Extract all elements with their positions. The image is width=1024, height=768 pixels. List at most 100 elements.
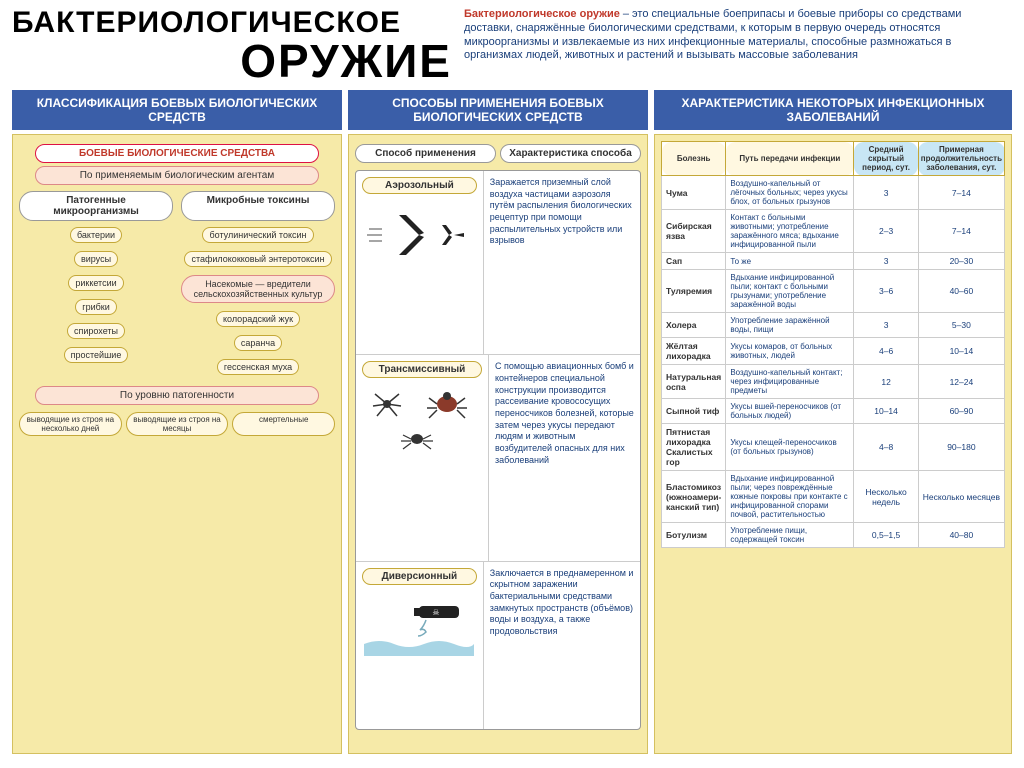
tree-heads: Патогенные микроорганизмы Микробные токс…	[19, 188, 335, 224]
meth-head-l: Способ применения	[355, 144, 496, 163]
method-row: Аэрозольный Заражается приземный слой во…	[356, 171, 640, 355]
table-cell: Пятнистая лихорадка Скалистых гор	[662, 424, 726, 471]
tree-left-col: бактерии вирусы риккетсии грибки спирохе…	[19, 224, 173, 378]
method-name: Трансмиссивный	[362, 361, 482, 378]
table-row: Пятнистая лихорадка Скалистых горУкусы к…	[662, 424, 1005, 471]
method-left: Трансмиссивный	[356, 355, 489, 560]
table-cell: Укусы комаров, от больных животных, люде…	[726, 338, 854, 365]
table-row: Сыпной тифУкусы вшей-переносчиков (от бо…	[662, 399, 1005, 424]
table-cell: 2–3	[854, 210, 918, 253]
table-cell: Туляремия	[662, 270, 726, 313]
insects-icon	[362, 384, 482, 454]
th: Болезнь	[662, 142, 726, 176]
methods-header: Способ применения Характеристика способа	[355, 141, 641, 166]
table-row: Натуральная оспаВоздушно-капельный конта…	[662, 365, 1005, 399]
table-row: ЧумаВоздушно-капельный от лёгочных больн…	[662, 176, 1005, 210]
leaf: выводящие из строя на несколько дней	[19, 412, 122, 436]
leaf: выводящие из строя на месяцы	[126, 412, 229, 436]
definition: Бактериологическое оружие – это специаль…	[464, 8, 1012, 84]
table-cell: Воздушно-капельный контакт; через инфици…	[726, 365, 854, 399]
table-cell: 3	[854, 176, 918, 210]
definition-lead: Бактериологическое оружие	[464, 8, 620, 20]
leaf: колорадский жук	[216, 311, 300, 327]
header: БАКТЕРИОЛОГИЧЕСКОЕ ОРУЖИЕ Бактериологиче…	[12, 8, 1012, 84]
table-header-row: Болезнь Путь передачи инфекции Средний с…	[662, 142, 1005, 176]
tree-root: БОЕВЫЕ БИОЛОГИЧЕСКИЕ СРЕДСТВА	[35, 144, 319, 163]
leaf: риккетсии	[68, 275, 123, 291]
title-line1: БАКТЕРИОЛОГИЧЕСКОЕ	[12, 8, 452, 38]
leaf: смертельные	[232, 412, 335, 436]
table-row: Бластомикоз (южноамери-канский тип)Вдыха…	[662, 471, 1005, 523]
table-cell: 7–14	[918, 210, 1004, 253]
meth-head-r: Характеристика способа	[500, 144, 641, 163]
title-line2: ОРУЖИЕ	[12, 38, 452, 84]
table-cell: Несколько месяцев	[918, 471, 1004, 523]
method-desc: Заключается в преднамеренном и скрытном …	[484, 562, 640, 729]
table-cell: То же	[726, 253, 854, 270]
table-cell: 4–8	[854, 424, 918, 471]
table-row: ХолераУпотребление заражённой воды, пищи…	[662, 313, 1005, 338]
table-cell: Холера	[662, 313, 726, 338]
tree-right-col: ботулинический токсин стафилококковый эн…	[181, 224, 335, 378]
th: Путь передачи инфекции	[726, 142, 854, 176]
leaf: ботулинический токсин	[202, 227, 313, 243]
sec-h-methods: СПОСОБЫ ПРИМЕНЕНИЯ БОЕВЫХ БИОЛОГИЧЕСКИХ …	[348, 90, 648, 130]
table-cell: 20–30	[918, 253, 1004, 270]
leaf: стафилококковый энтеротоксин	[184, 251, 331, 267]
table-cell: Жёлтая лихорадка	[662, 338, 726, 365]
leaf: бактерии	[70, 227, 122, 243]
method-row: Трансмиссивный С помощью авиационных бом…	[356, 355, 640, 561]
table-cell: Чума	[662, 176, 726, 210]
body: БОЕВЫЕ БИОЛОГИЧЕСКИЕ СРЕДСТВА По применя…	[12, 134, 1012, 754]
table-cell: Бластомикоз (южноамери-канский тип)	[662, 471, 726, 523]
bottle-icon: ☠	[362, 591, 477, 661]
table-cell: Вдыхание инфицированной пыли; контакт с …	[726, 270, 854, 313]
table-cell: Несколько недель	[854, 471, 918, 523]
table-cell: 3	[854, 253, 918, 270]
table-cell: Ботулизм	[662, 523, 726, 548]
method-desc: Заражается приземный слой воздуха частиц…	[484, 171, 640, 354]
leaf: гессенская муха	[217, 359, 299, 375]
table-cell: 5–30	[918, 313, 1004, 338]
table-cell: Натуральная оспа	[662, 365, 726, 399]
method-desc: С помощью авиационных бомб и контейнеров…	[489, 355, 640, 560]
tree-branches: бактерии вирусы риккетсии грибки спирохе…	[19, 224, 335, 378]
panel-diseases: Болезнь Путь передачи инфекции Средний с…	[654, 134, 1012, 754]
tree-left-head: Патогенные микроорганизмы	[19, 191, 173, 221]
leaf: вирусы	[74, 251, 118, 267]
th: Примерная продолжительность заболевания,…	[918, 142, 1004, 176]
table-cell: 12	[854, 365, 918, 399]
table-cell: 0,5–1,5	[854, 523, 918, 548]
tree-by-path: По уровню патогенности	[35, 386, 319, 405]
table-cell: 3	[854, 313, 918, 338]
tree-right-sub: Насекомые — вредители сельскохозяйственн…	[181, 275, 335, 303]
leaf: саранча	[234, 335, 282, 351]
table-cell: 40–60	[918, 270, 1004, 313]
table-cell: 10–14	[854, 399, 918, 424]
table-cell: Укусы вшей-переносчиков (от больных люде…	[726, 399, 854, 424]
poster-root: БАКТЕРИОЛОГИЧЕСКОЕ ОРУЖИЕ Бактериологиче…	[0, 0, 1024, 768]
table-cell: 12–24	[918, 365, 1004, 399]
tree-bottom: выводящие из строя на несколько дней выв…	[19, 409, 335, 439]
leaf: грибки	[75, 299, 116, 315]
table-cell: Воздушно-капельный от лёгочных больных; …	[726, 176, 854, 210]
methods-table: Аэрозольный Заражается приземный слой во…	[355, 170, 641, 730]
table-row: ТуляремияВдыхание инфицированной пыли; к…	[662, 270, 1005, 313]
table-cell: 40–80	[918, 523, 1004, 548]
tree-right-head: Микробные токсины	[181, 191, 335, 221]
leaf: спирохеты	[67, 323, 125, 339]
sec-h-diseases: ХАРАКТЕРИСТИКА НЕКОТОРЫХ ИНФЕКЦИОННЫХ ЗА…	[654, 90, 1012, 130]
table-row: СапТо же320–30	[662, 253, 1005, 270]
method-name: Аэрозольный	[362, 177, 477, 194]
panel-methods: Способ применения Характеристика способа…	[348, 134, 648, 754]
table-cell: Вдыхание инфицированной пыли; через повр…	[726, 471, 854, 523]
method-left: Аэрозольный	[356, 171, 484, 354]
method-row: Диверсионный ☠ Заключается в преднамерен…	[356, 562, 640, 729]
table-row: Жёлтая лихорадкаУкусы комаров, от больны…	[662, 338, 1005, 365]
title-block: БАКТЕРИОЛОГИЧЕСКОЕ ОРУЖИЕ	[12, 8, 452, 84]
svg-text:☠: ☠	[433, 608, 440, 617]
section-headers: КЛАССИФИКАЦИЯ БОЕВЫХ БИОЛОГИЧЕСКИХ СРЕДС…	[12, 90, 1012, 130]
tree-by-agent: По применяемым биологическим агентам	[35, 166, 319, 185]
method-left: Диверсионный ☠	[356, 562, 484, 729]
table-cell: Употребление заражённой воды, пищи	[726, 313, 854, 338]
